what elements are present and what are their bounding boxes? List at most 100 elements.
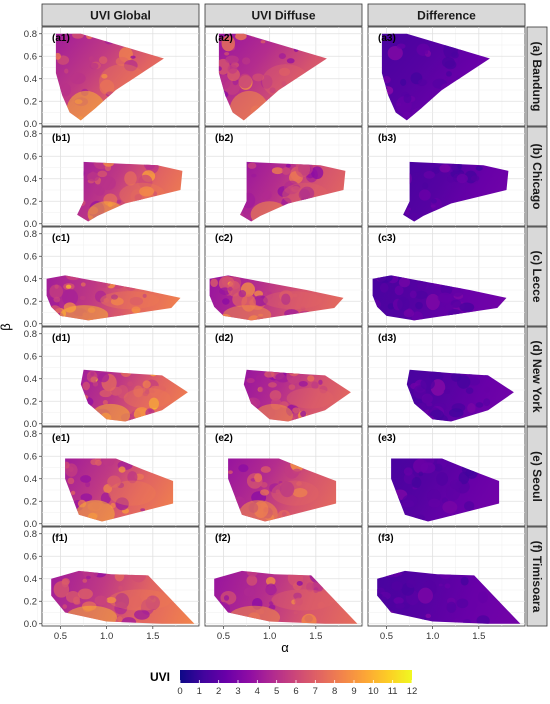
heatmap-blob: [100, 291, 160, 310]
x-tick-label: 0.5: [217, 631, 230, 642]
legend-tick-label: 8: [332, 686, 337, 697]
heatmap-blob: [107, 475, 121, 488]
heatmap-blob: [319, 385, 328, 394]
heatmap-texture: [377, 570, 490, 624]
y-tick-label: 0.2: [24, 497, 37, 508]
heatmap-blob: [398, 277, 411, 288]
panel-tag: (f2): [215, 533, 231, 544]
row-header-strip: [526, 126, 548, 227]
heatmap-blob: [268, 382, 277, 388]
heatmap-blob: [422, 182, 429, 190]
heatmap-blob: [80, 493, 93, 502]
heatmap-blob: [70, 490, 76, 496]
heatmap-blob: [463, 501, 475, 511]
heatmap-blob: [260, 482, 268, 488]
heatmap-blob: [317, 601, 325, 609]
panel-d2: (d2): [200, 326, 363, 427]
heatmap-blob: [127, 471, 138, 484]
y-tick-label: 0.2: [24, 397, 37, 408]
heatmap-blob: [86, 370, 98, 383]
panel-f1: (f1) 0.0 0.2 0.4 0.6 0.8 0.5 1.0 1.5: [24, 526, 200, 642]
heatmap-blob: [222, 298, 230, 305]
heatmap-blob: [382, 76, 391, 84]
heatmap-blob: [465, 387, 474, 395]
heatmap-blob: [94, 186, 105, 196]
heatmap-blob: [265, 585, 278, 595]
heatmap-blob: [278, 53, 286, 59]
heatmap-blob: [139, 186, 155, 197]
y-tick-label: 0.4: [24, 574, 37, 585]
row-header: (a) Bandung: [526, 26, 548, 127]
row-header-label: (c) Lecce: [530, 250, 544, 302]
heatmap-blob: [451, 51, 459, 59]
legend-tick-label: 2: [216, 686, 221, 697]
heatmap-blob: [444, 303, 454, 310]
heatmap-blob: [264, 371, 275, 378]
legend-colorbar: [180, 670, 412, 683]
heatmap-blob: [90, 458, 98, 466]
legend-tick-label: 6: [293, 686, 298, 697]
row-header: (e) Seoul: [526, 426, 548, 527]
heatmap-blob: [431, 167, 440, 175]
legend-tick-label: 3: [235, 686, 240, 697]
heatmap-blob: [94, 290, 107, 303]
heatmap-blob: [417, 587, 434, 604]
panel-tag: (d1): [52, 333, 70, 344]
heatmap-blob: [457, 163, 463, 169]
heatmap-blob: [300, 306, 306, 310]
heatmap-blob: [87, 172, 100, 182]
row-header-strip: [526, 326, 548, 427]
heatmap-blob: [271, 480, 319, 506]
heatmap-blob: [441, 57, 455, 68]
heatmap-blob: [59, 83, 72, 97]
heatmap-blob: [416, 279, 427, 291]
heatmap-blob: [423, 171, 435, 179]
y-tick-label: 0.8: [24, 229, 37, 240]
heatmap-blob: [288, 384, 296, 390]
heatmap-blob: [108, 480, 156, 506]
column-header-strip: [204, 3, 363, 27]
heatmap-blob: [414, 290, 428, 300]
heatmap-blob: [278, 481, 283, 485]
row-header-strip: [526, 526, 548, 627]
heatmap-blob: [293, 592, 302, 600]
heatmap-blob: [62, 288, 79, 307]
panel-tag: (a3): [378, 33, 396, 44]
panel-tag: (a2): [215, 33, 233, 44]
heatmap-blob: [142, 293, 147, 298]
heatmap-blob: [116, 385, 129, 399]
heatmap-blob: [90, 171, 96, 177]
heatmap-blob: [452, 286, 464, 297]
heatmap-blob: [415, 301, 423, 310]
heatmap-blob: [252, 73, 265, 82]
panel-c3: (c3): [363, 226, 526, 327]
heatmap-blob: [424, 49, 429, 55]
y-tick-label: 0.4: [24, 274, 37, 285]
heatmap-blob: [218, 37, 224, 43]
heatmap-blob: [397, 296, 410, 312]
heatmap-blob: [443, 389, 450, 394]
heatmap-blob: [402, 494, 418, 508]
panel-tag: (e1): [52, 433, 70, 444]
heatmap-blob: [253, 295, 268, 306]
heatmap-blob: [456, 598, 469, 609]
heatmap-blob: [292, 468, 302, 474]
heatmap-blob: [275, 489, 281, 495]
heatmap-blob: [448, 408, 464, 418]
heatmap-blob: [404, 209, 410, 216]
heatmap-blob: [470, 175, 480, 182]
heatmap-blob: [434, 463, 443, 472]
heatmap-blob: [397, 572, 403, 576]
heatmap-blob: [94, 595, 108, 606]
x-axis-title: α: [281, 640, 289, 655]
heatmap-blob: [82, 381, 90, 391]
heatmap-blob: [131, 306, 141, 314]
heatmap-blob: [271, 167, 284, 175]
heatmap-blob: [223, 595, 230, 601]
panel-a3: (a3): [363, 26, 526, 127]
heatmap-blob: [417, 79, 428, 86]
heatmap-blob: [260, 40, 266, 44]
heatmap-blob: [298, 380, 308, 387]
y-tick-label: 0.0: [24, 419, 37, 430]
y-tick-label: 0.6: [24, 552, 37, 563]
